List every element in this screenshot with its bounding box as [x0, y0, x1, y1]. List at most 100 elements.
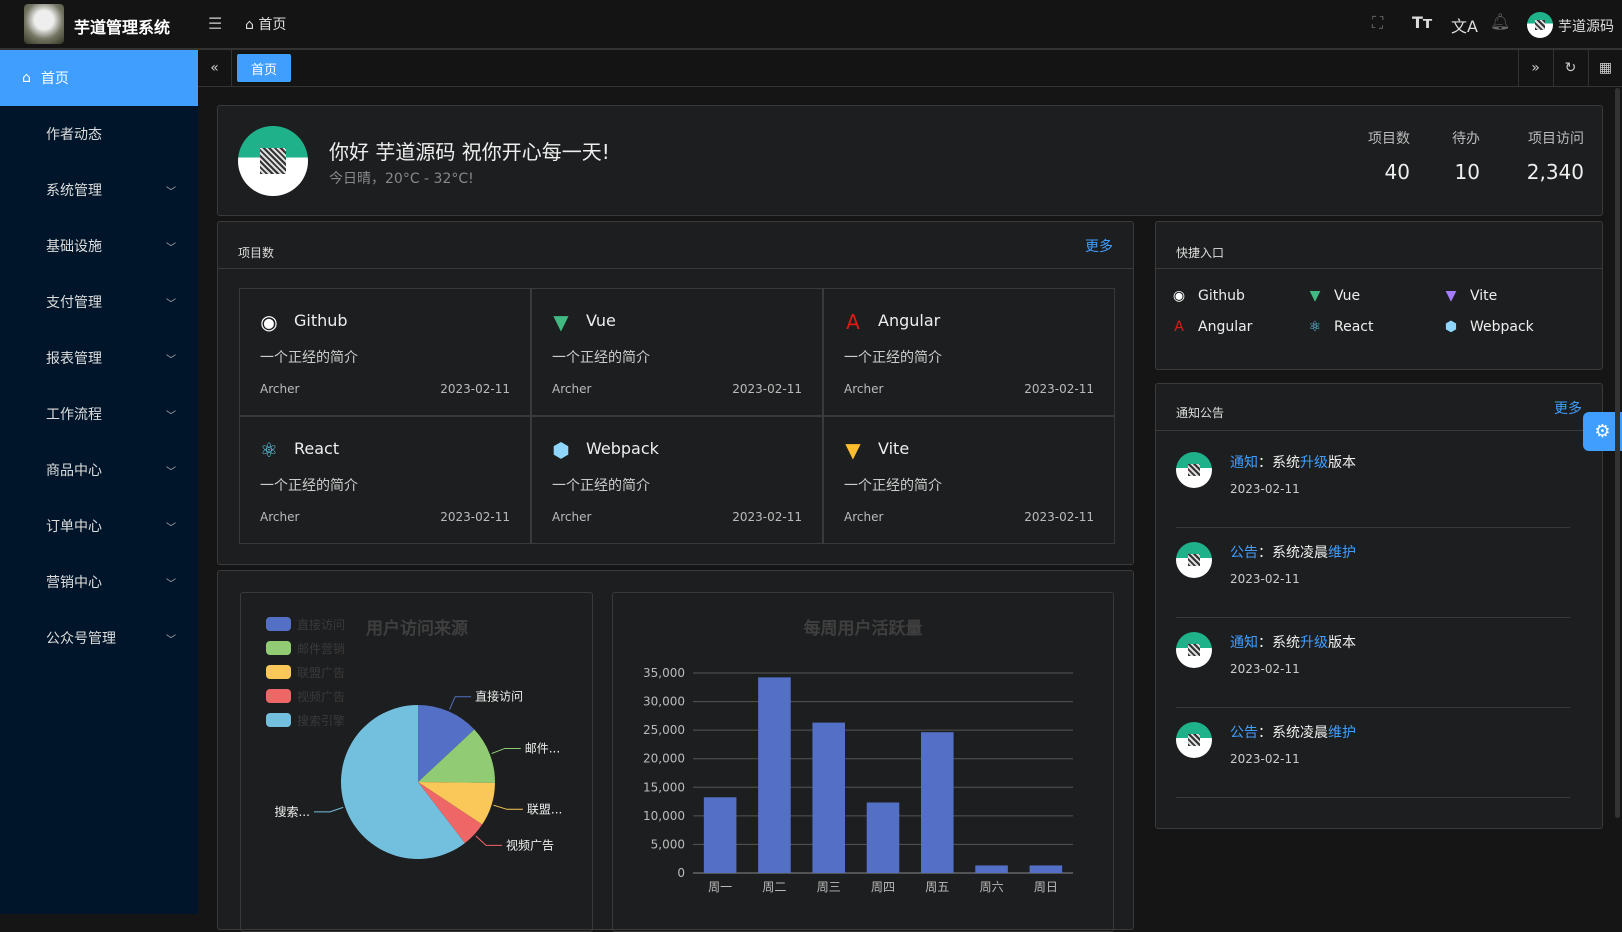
bar[interactable] — [812, 722, 845, 873]
notice-highlight: 维护 — [1328, 545, 1356, 561]
legend-label[interactable]: 联盟广告 — [297, 666, 345, 680]
project-item[interactable]: ◉ Github 一个正经的简介 Archer 2023-02-11 — [239, 288, 531, 416]
shortcut-angular[interactable]: A Angular — [1170, 319, 1252, 335]
bar[interactable] — [866, 802, 900, 873]
refresh-icon[interactable]: ↻ — [1553, 50, 1587, 86]
shortcut-vite[interactable]: ▼ Vite — [1442, 288, 1498, 304]
project-date: 2023-02-11 — [440, 382, 510, 396]
sidebar-item[interactable]: 公众号管理 ﹀ — [0, 610, 198, 666]
shortcuts-card: 快捷入口 ◉ Github ▼ Vue ▼ Vite A Angular ⚛ React ⬢ Webp… — [1155, 221, 1603, 370]
notice-highlight: 维护 — [1328, 725, 1356, 741]
projects-more-link[interactable]: 更多 — [1085, 239, 1113, 255]
legend-swatch[interactable] — [266, 713, 291, 727]
project-author: Archer — [260, 382, 300, 396]
notice-date: 2023-02-11 — [1230, 752, 1300, 766]
grid-menu-icon[interactable]: ▦ — [1588, 50, 1622, 86]
sidebar-item-label: 商品中心 — [46, 463, 102, 479]
sidebar-item[interactable]: 商品中心 ﹀ — [0, 442, 198, 498]
project-name: Webpack — [586, 439, 659, 458]
sidebar-item[interactable]: 报表管理 ﹀ — [0, 330, 198, 386]
sidebar-item[interactable]: 工作流程 ﹀ — [0, 386, 198, 442]
legend-swatch[interactable] — [266, 665, 291, 679]
project-item[interactable]: ▼ Vite 一个正经的简介 Archer 2023-02-11 — [823, 416, 1115, 544]
project-name: Vite — [878, 439, 910, 458]
legend-label[interactable]: 直接访问 — [297, 617, 345, 632]
vite-icon: ▼ — [845, 438, 861, 462]
sidebar-item[interactable]: 营销中心 ﹀ — [0, 554, 198, 610]
sidebar-item[interactable]: 支付管理 ﹀ — [0, 274, 198, 330]
sidebar-item[interactable]: 订单中心 ﹀ — [0, 498, 198, 554]
legend-label[interactable]: 邮件营销 — [297, 642, 345, 656]
project-item[interactable]: ⬢ Webpack 一个正经的简介 Archer 2023-02-11 — [531, 416, 823, 544]
notices-more-link[interactable]: 更多 — [1554, 401, 1582, 417]
scroll-right-icon[interactable]: » — [1518, 50, 1552, 86]
pie-slice[interactable] — [418, 705, 475, 782]
bar[interactable] — [703, 797, 737, 873]
bar-title: 每周用户活跃量 — [804, 618, 923, 639]
vite-icon: ▼ — [1445, 288, 1457, 304]
sidebar-item-label: 报表管理 — [46, 351, 102, 367]
legend-swatch[interactable] — [266, 641, 291, 655]
stat-value: 2,340 — [1526, 160, 1584, 184]
stat-value: 40 — [1384, 160, 1410, 184]
project-item[interactable]: A Angular 一个正经的简介 Archer 2023-02-11 — [823, 288, 1115, 416]
bar[interactable] — [1029, 865, 1063, 873]
project-date: 2023-02-11 — [732, 510, 802, 524]
translate-icon[interactable]: 文A — [1451, 17, 1478, 36]
notice-highlight: 升级 — [1300, 635, 1328, 651]
notice-item[interactable]: 公告：系统凌晨维护 2023-02-11 — [1176, 530, 1570, 618]
scrollbar[interactable] — [1615, 88, 1620, 818]
shortcut-vue[interactable]: ▼ Vue — [1306, 288, 1361, 304]
shortcut-github[interactable]: ◉ Github — [1170, 288, 1245, 304]
notice-item[interactable]: 通知：系统升级版本 2023-02-11 — [1176, 620, 1570, 708]
tab-home[interactable]: 首页 — [237, 54, 291, 82]
react-icon: ⚛ — [260, 438, 278, 462]
breadcrumb-item: 首页 — [258, 17, 287, 33]
project-name: Vue — [586, 311, 616, 330]
slice-label: 搜索... — [274, 804, 309, 819]
pie-slice[interactable] — [341, 705, 465, 859]
notices-card: 通知公告 更多 通知：系统升级版本 2023-02-11 公告：系统凌晨维护 2023… — [1155, 383, 1603, 829]
user-name[interactable]: 芋道源码 — [1558, 19, 1614, 35]
chevron-down-icon: ﹀ — [166, 466, 176, 478]
font-size-icon[interactable]: Tт — [1412, 13, 1433, 32]
fullscreen-icon[interactable]: ⛶ — [1372, 13, 1384, 32]
sidebar-item[interactable]: 系统管理 ﹀ — [0, 162, 198, 218]
bar[interactable] — [758, 677, 791, 873]
sidebar-item[interactable]: 作者动态 — [0, 106, 198, 162]
notice-item[interactable]: 通知：系统升级版本 2023-02-11 — [1176, 440, 1570, 528]
legend-label[interactable]: 视频广告 — [297, 689, 345, 704]
app-title: 芋道管理系统 — [74, 18, 171, 37]
pie-slice[interactable] — [418, 782, 495, 825]
notice-text: ：系统凌晨 — [1258, 725, 1328, 741]
shortcut-react[interactable]: ⚛ React — [1306, 319, 1374, 335]
chevron-down-icon: ﹀ — [166, 522, 176, 534]
sidebar-item[interactable]: ⌂ 首页 — [0, 50, 198, 106]
project-item[interactable]: ▼ Vue 一个正经的简介 Archer 2023-02-11 — [531, 288, 823, 416]
project-author: Archer — [552, 382, 592, 396]
bar[interactable] — [921, 732, 954, 873]
y-tick-label: 20,000 — [643, 752, 685, 766]
legend-label[interactable]: 搜索引擎 — [297, 713, 345, 728]
legend-swatch[interactable] — [266, 689, 291, 703]
shortcut-webpack[interactable]: ⬢ Webpack — [1442, 319, 1534, 335]
bar[interactable] — [975, 865, 1008, 873]
pie-slice[interactable] — [418, 782, 483, 844]
breadcrumb[interactable]: ⌂ 首页 — [245, 14, 286, 34]
notice-item[interactable]: 公告：系统凌晨维护 2023-02-11 — [1176, 710, 1570, 798]
project-item[interactable]: ⚛ React 一个正经的简介 Archer 2023-02-11 — [239, 416, 531, 544]
sidebar-item[interactable]: 基础设施 ﹀ — [0, 218, 198, 274]
menu-fold-icon[interactable]: ☰ — [208, 14, 223, 33]
chevron-down-icon: ﹀ — [166, 410, 176, 422]
bell-icon[interactable]: 🔔︎ — [1490, 12, 1511, 31]
bar-chart: 每周用户活跃量 0 5,000 10,000 15,000 20,000 25,000 30,… — [612, 592, 1114, 932]
scroll-left-icon[interactable]: « — [198, 50, 232, 86]
y-tick-label: 10,000 — [643, 809, 685, 823]
user-avatar[interactable] — [1527, 12, 1553, 38]
project-date: 2023-02-11 — [732, 382, 802, 396]
legend-swatch[interactable] — [266, 617, 291, 631]
project-desc: 一个正经的简介 — [552, 350, 650, 366]
pie-slice[interactable] — [418, 729, 495, 783]
sidebar-item-label: 公众号管理 — [46, 631, 116, 647]
logo — [24, 4, 64, 44]
